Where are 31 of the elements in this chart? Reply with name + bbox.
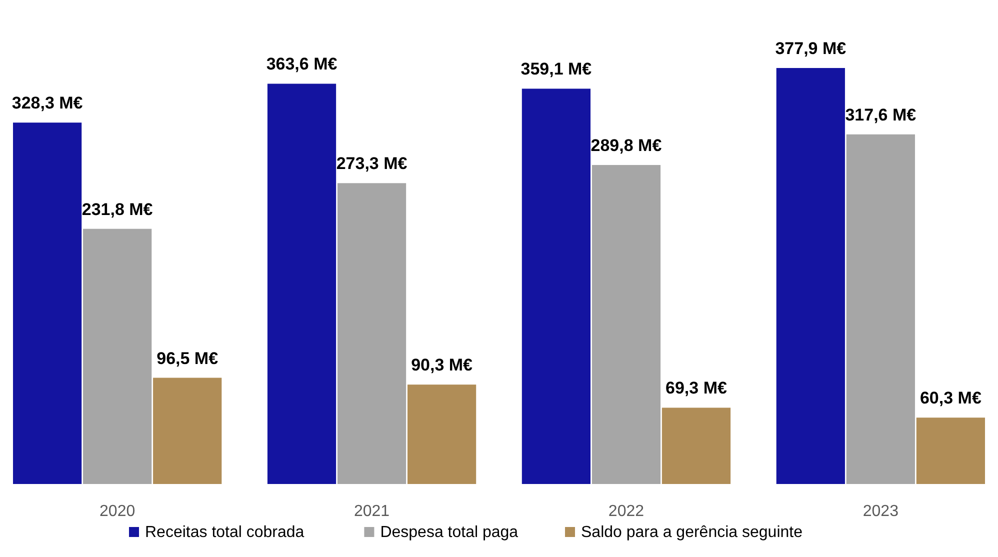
data-label: 231,8 M€ <box>82 200 154 219</box>
bar <box>83 228 152 484</box>
x-tick-label: 2022 <box>608 503 644 520</box>
legend-label: Saldo para a gerência seguinte <box>581 524 803 541</box>
bar <box>662 408 731 484</box>
legend-label: Receitas total cobrada <box>145 524 304 541</box>
legend-label: Despesa total paga <box>380 524 518 541</box>
data-label: 377,9 M€ <box>775 39 847 58</box>
data-label: 289,8 M€ <box>590 136 662 155</box>
data-label: 363,6 M€ <box>266 54 338 74</box>
x-tick-label: 2020 <box>100 503 136 520</box>
bar <box>407 384 476 484</box>
data-label: 317,6 M€ <box>845 105 917 124</box>
data-label: 273,3 M€ <box>336 154 408 174</box>
bar <box>522 88 591 484</box>
bar <box>592 164 661 484</box>
bar <box>776 68 845 484</box>
data-label: 60,3 M€ <box>920 388 982 408</box>
data-label: 69,3 M€ <box>666 378 728 398</box>
bar <box>846 134 915 484</box>
bar <box>337 183 406 484</box>
bar <box>13 122 82 484</box>
bar <box>153 378 222 484</box>
data-label: 359,1 M€ <box>520 60 592 79</box>
data-label: 90,3 M€ <box>411 356 474 375</box>
data-label: 96,5 M€ <box>156 348 219 368</box>
x-tick-label: 2023 <box>862 503 899 520</box>
x-tick-label: 2021 <box>354 503 390 520</box>
data-label: 328,3 M€ <box>12 94 84 113</box>
bar <box>267 84 336 484</box>
bar <box>916 418 985 484</box>
